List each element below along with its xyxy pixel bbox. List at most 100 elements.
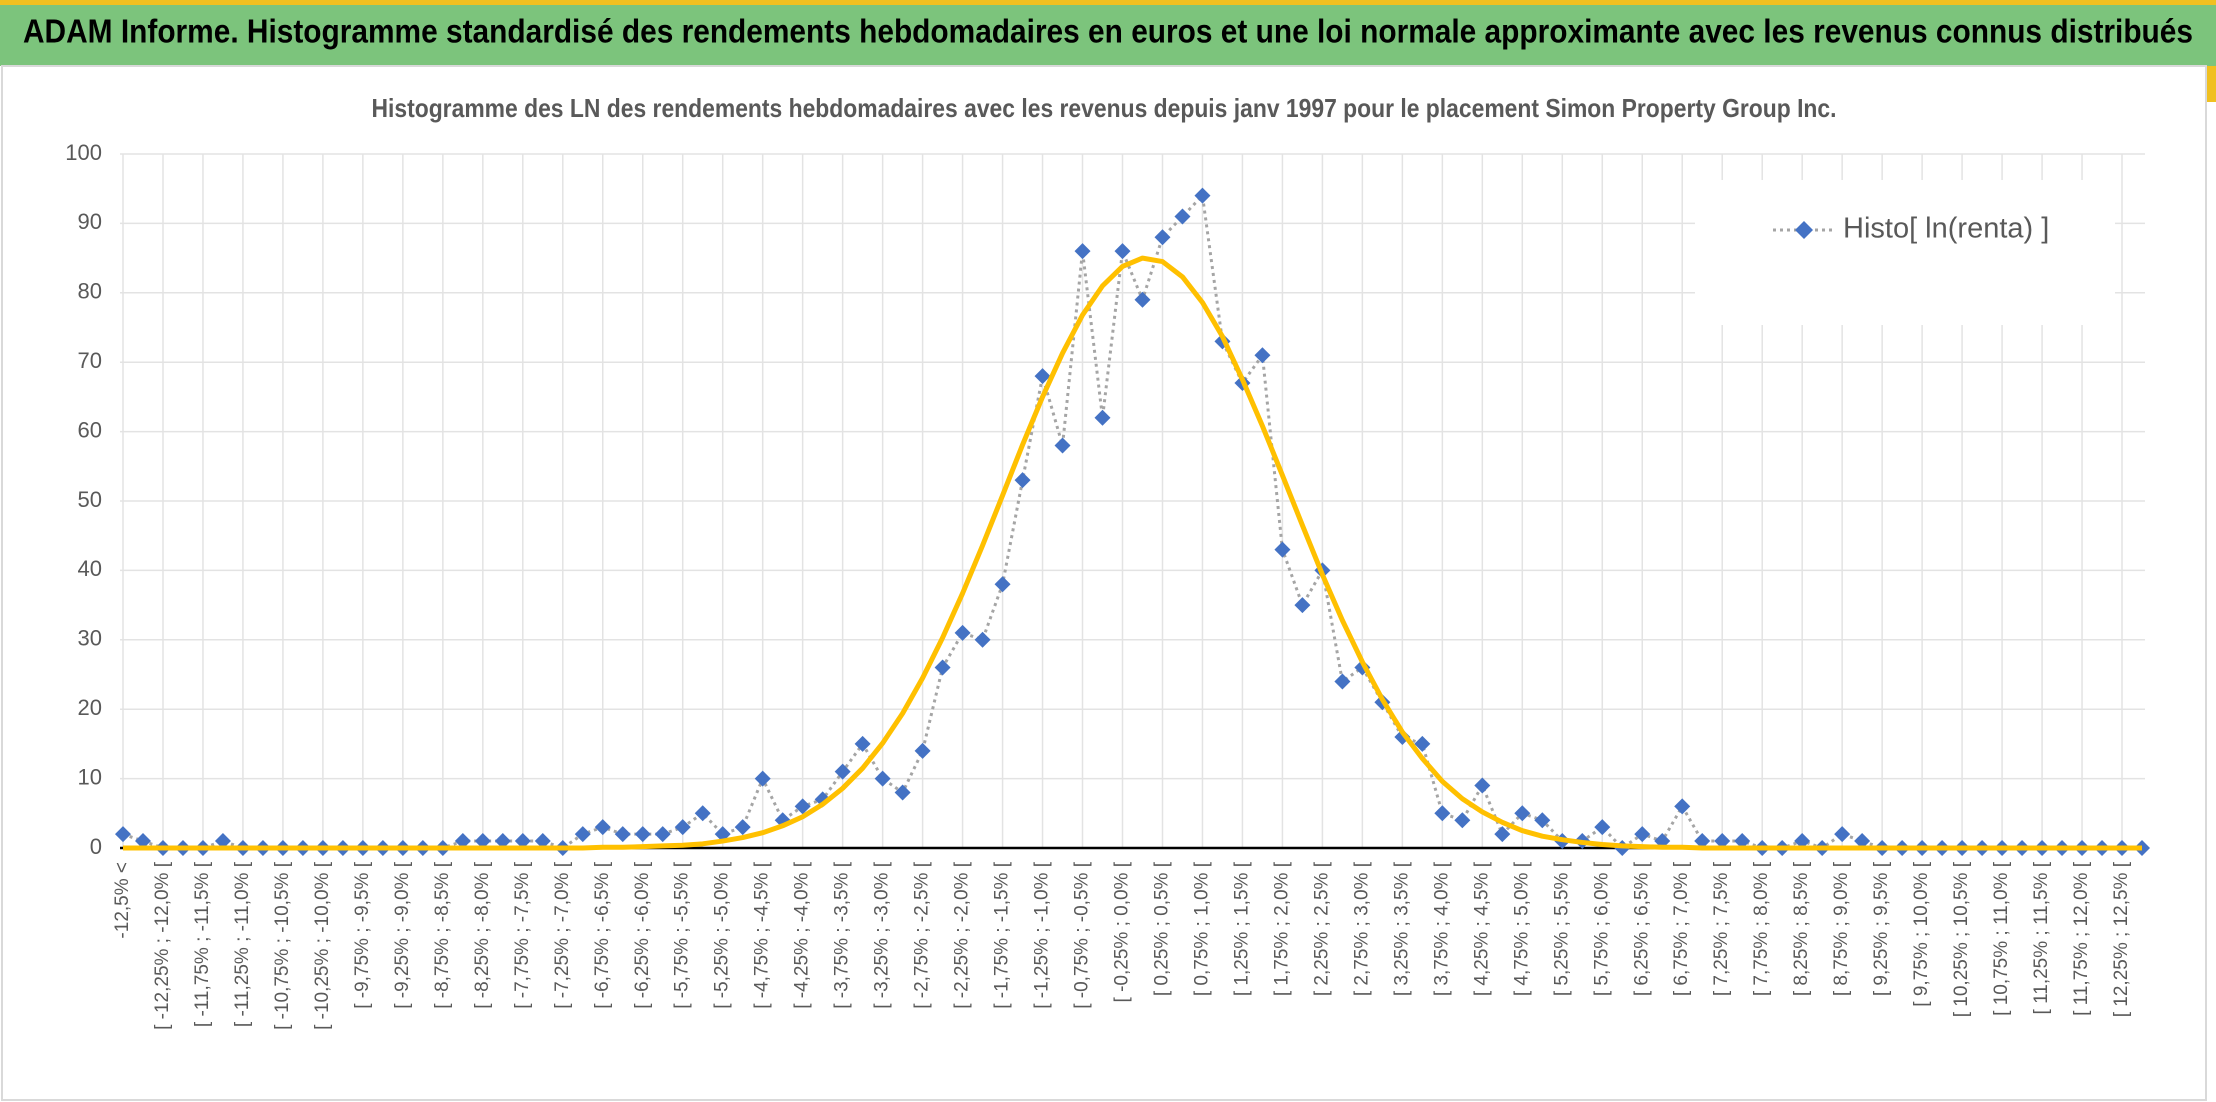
y-tick-label: 80 [78,279,102,304]
data-point [574,826,591,843]
data-point [594,819,611,836]
legend-label: Histo[ ln(renta) ] [1843,213,2049,245]
y-tick-label: 60 [78,417,102,442]
data-point [1254,347,1271,364]
x-tick-label: [ 10,75% ; 11,0% [ [1991,861,2012,1016]
data-point [974,631,991,648]
data-point [1674,798,1691,815]
x-tick-label: [ 8,25% ; 8,5% [ [1791,861,1812,996]
data-point [1714,833,1731,850]
x-tick-label: [ 0,25% ; 0,5% [ [1152,861,1173,996]
data-point [1494,826,1511,843]
y-tick-label: 30 [78,626,102,651]
x-tick-label: [ 10,25% ; 10,5% [ [1951,861,1972,1017]
x-tick-label: [ 6,25% ; 6,5% [ [1631,861,1652,996]
data-point [754,770,771,787]
x-tick-label: [ -10,75% ; -10,5% [ [272,861,293,1030]
data-point [454,833,471,850]
x-tick-label: [ -0,75% ; -0,5% [ [1072,861,1093,1009]
y-tick-label: 40 [78,556,102,581]
x-tick-label: [ -2,25% ; -2,0% [ [952,861,973,1009]
data-point [1094,409,1111,426]
x-tick-label: [ 6,75% ; 7,0% [ [1671,861,1692,996]
data-point [674,819,691,836]
data-point [1854,833,1871,850]
x-tick-label: [ 2,75% ; 3,0% [ [1351,861,1372,996]
legend-marker [1795,221,1813,239]
x-tick-label: [ 4,75% ; 5,0% [ [1511,861,1532,996]
x-tick-label: [ 7,75% ; 8,0% [ [1751,861,1772,996]
y-tick-label: 0 [90,834,102,859]
data-point [474,833,491,850]
data-point [134,833,151,850]
chart-title: Histogramme des LN des rendements hebdom… [372,93,1837,123]
data-point [1434,805,1451,822]
x-tick-label: [ -11,75% ; -11,5% [ [192,861,213,1027]
data-point [494,833,511,850]
x-tick-label: [ -3,25% ; -3,0% [ [872,861,893,1009]
data-point [1454,812,1471,829]
data-point [1194,187,1211,204]
data-point [1594,819,1611,836]
x-tick-label: [ 3,75% ; 4,0% [ [1431,861,1452,996]
data-point [614,826,631,843]
x-tick-label: [ 7,25% ; 7,5% [ [1711,861,1732,996]
x-tick-label: [ 4,25% ; 4,5% [ [1471,861,1492,996]
fit-curve [123,255,2142,851]
x-tick-label: [ 9,25% ; 9,5% [ [1871,861,1892,996]
chart-border [1,65,2207,1101]
data-point [634,826,651,843]
data-point [1634,826,1651,843]
data-point [954,624,971,641]
data-point [214,833,231,850]
x-tick-label: [ 9,75% ; 10,0% [ [1911,861,1932,1006]
title-bar-edge [0,0,2216,5]
data-point [1074,243,1091,260]
x-tick-label: [ -9,25% ; -9,0% [ [392,861,413,1009]
data-point [834,763,851,780]
page-title: ADAM Informe. Histogramme standardisé de… [23,13,2193,50]
x-tick-label: [ -1,75% ; -1,5% [ [992,861,1013,1009]
data-point [874,770,891,787]
legend-background [1695,180,2115,325]
x-tick-label: [ -9,75% ; -9,5% [ [352,861,373,1009]
x-tick-label: [ 8,75% ; 9,0% [ [1831,861,1852,996]
data-point [1734,833,1751,850]
x-tick-label: [ 11,75% ; 12,0% [ [2071,861,2092,1016]
data-point [1114,243,1131,260]
data-point [1054,437,1071,454]
x-tick-label: -12,5% < [112,862,133,939]
data-point [1174,208,1191,225]
data-point [854,735,871,752]
data-point [794,798,811,815]
y-tick-label: 50 [78,487,102,512]
data-point [1414,735,1431,752]
x-tick-label: [ -3,75% ; -3,5% [ [832,861,853,1009]
title-bar [0,0,2216,66]
data-point [1834,826,1851,843]
x-tick-label: [ -7,75% ; -7,5% [ [512,861,533,1009]
x-tick-label: [ -8,25% ; -8,0% [ [472,861,493,1009]
x-tick-label: [ -6,75% ; -6,5% [ [592,861,613,1009]
y-tick-label: 90 [78,209,102,234]
data-point [1134,291,1151,308]
x-tick-label: [ -11,25% ; -11,0% [ [232,861,253,1027]
x-tick-label: [ -12,25% ; -12,0% [ [152,861,173,1030]
data-point [1014,472,1031,489]
x-tick-label: [ -6,25% ; -6,0% [ [632,861,653,1009]
x-tick-label: [ 2,25% ; 2,5% [ [1311,861,1332,996]
data-point [994,576,1011,593]
y-tick-label: 10 [78,764,102,789]
x-tick-label: [ -7,25% ; -7,0% [ [552,861,573,1009]
data-point [514,833,531,850]
data-point [734,819,751,836]
y-tick-label: 20 [78,695,102,720]
data-point [1334,673,1351,690]
data-point [1534,812,1551,829]
data-point [1514,805,1531,822]
x-tick-label: [ -0,25% ; 0,0% [ [1112,861,1133,1002]
x-tick-label: [ 0,75% ; 1,0% [ [1191,861,1212,996]
x-tick-label: [ 1,75% ; 2,0% [ [1271,861,1292,996]
data-point [1474,777,1491,794]
